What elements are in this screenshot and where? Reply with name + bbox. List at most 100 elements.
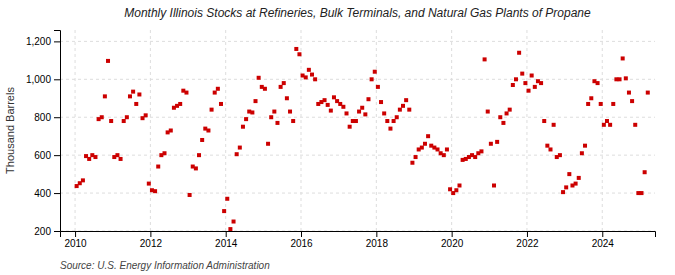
y-axis: 2004006008001,0001,200 — [26, 31, 61, 237]
tick-label: 200 — [34, 226, 51, 237]
point — [577, 176, 581, 180]
point — [213, 91, 217, 95]
point — [492, 183, 496, 187]
point — [376, 85, 380, 89]
point — [401, 104, 405, 108]
point — [197, 153, 201, 157]
tick-mark — [376, 231, 377, 237]
point — [282, 81, 286, 85]
point — [561, 190, 565, 194]
point — [103, 94, 107, 98]
point — [115, 153, 119, 157]
grid-line-y — [60, 41, 655, 42]
tick: 2024 — [592, 231, 615, 249]
point — [382, 111, 386, 115]
point — [266, 142, 270, 146]
grid-line-y — [60, 193, 655, 194]
point — [495, 140, 499, 144]
point — [235, 152, 239, 156]
point — [222, 209, 226, 213]
tick: 2012 — [140, 231, 163, 249]
point — [348, 125, 352, 129]
point — [605, 119, 609, 123]
point — [225, 197, 229, 201]
point — [520, 72, 524, 76]
point — [498, 115, 502, 119]
tick-mark — [54, 79, 60, 80]
point — [128, 94, 132, 98]
tick-label: 2014 — [215, 238, 238, 249]
tick-mark — [54, 41, 60, 42]
point — [285, 96, 289, 100]
axis-line — [54, 31, 61, 232]
point — [291, 119, 295, 123]
point — [294, 47, 298, 51]
tick: 2014 — [215, 231, 238, 249]
grid-line-x — [602, 30, 603, 231]
point — [210, 108, 214, 112]
point — [144, 113, 148, 117]
tick-label: 800 — [34, 112, 51, 123]
point — [423, 142, 427, 146]
tick-label: 2010 — [64, 238, 87, 249]
tick-mark — [527, 231, 528, 237]
point — [542, 119, 546, 123]
point — [426, 134, 430, 138]
point — [93, 155, 97, 159]
point — [304, 75, 308, 79]
point — [366, 97, 370, 101]
point — [501, 121, 505, 125]
point — [345, 111, 349, 115]
point — [250, 110, 254, 114]
tick-label: 2024 — [592, 238, 615, 249]
tick: 400 — [34, 188, 60, 199]
tick: 800 — [34, 112, 60, 123]
point — [454, 188, 458, 192]
point — [442, 153, 446, 157]
point — [244, 117, 248, 121]
point — [307, 68, 311, 72]
tick-mark — [54, 155, 60, 156]
point — [574, 182, 578, 186]
tick-mark — [54, 117, 60, 118]
point — [228, 227, 232, 231]
point — [545, 144, 549, 148]
point — [548, 147, 552, 151]
point — [275, 121, 279, 125]
point — [511, 83, 515, 87]
tick-mark — [75, 231, 76, 237]
point — [263, 87, 267, 91]
grid-line-x — [376, 30, 377, 231]
grid-line-x — [451, 30, 452, 231]
point — [567, 172, 571, 176]
chart-container: 2010201220142016201820202022202420040060… — [0, 0, 675, 275]
grid-line-y — [60, 117, 655, 118]
point — [184, 91, 188, 95]
point — [81, 178, 85, 182]
point — [131, 90, 135, 94]
point — [188, 193, 192, 197]
point — [395, 115, 399, 119]
point — [479, 149, 483, 153]
point — [257, 76, 261, 80]
point — [385, 119, 389, 123]
point — [611, 102, 615, 106]
tick-label: 2022 — [516, 238, 539, 249]
point — [219, 102, 223, 106]
tick: 2016 — [290, 231, 313, 249]
point — [392, 119, 396, 123]
point — [329, 109, 333, 113]
point — [420, 146, 424, 150]
point — [602, 123, 606, 127]
point — [323, 98, 327, 102]
point — [357, 110, 361, 114]
point — [643, 170, 647, 174]
tick: 1,000 — [26, 74, 60, 85]
grid-line-x — [526, 30, 527, 231]
point — [279, 85, 283, 89]
point — [156, 165, 160, 169]
point — [313, 77, 317, 81]
point — [370, 77, 374, 81]
point — [238, 146, 242, 150]
point — [241, 125, 245, 129]
